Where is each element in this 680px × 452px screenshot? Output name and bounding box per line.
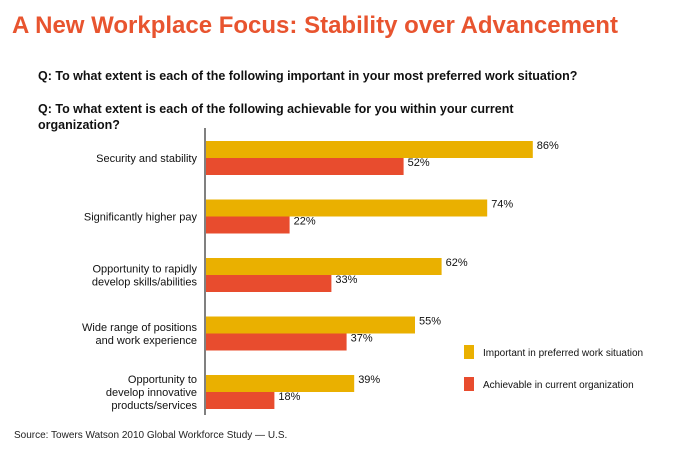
data-label-important-2: 74% xyxy=(491,199,513,211)
data-label-important-3: 62% xyxy=(446,257,468,269)
source-note: Source: Towers Watson 2010 Global Workfo… xyxy=(14,430,288,441)
data-label-important-1: 86% xyxy=(537,140,559,152)
data-label-important-4: 55% xyxy=(419,316,441,328)
data-label-achievable-1: 52% xyxy=(408,157,430,169)
bar-achievable-3 xyxy=(206,275,332,292)
category-label-5: products/services xyxy=(111,400,197,412)
category-label-1: Security and stability xyxy=(96,153,197,165)
legend-label-achievable: Achievable in current organization xyxy=(483,380,634,391)
bar-achievable-1 xyxy=(206,158,404,175)
bar-achievable-2 xyxy=(206,216,290,234)
question-achievable: Q: To what extent is each of the followi… xyxy=(38,102,514,132)
data-label-achievable-3: 33% xyxy=(335,274,357,286)
category-label-3: develop skills/abilities xyxy=(92,277,198,289)
bar-important-2 xyxy=(206,199,488,217)
legend-label-important: Important in preferred work situation xyxy=(483,348,643,359)
bar-important-4 xyxy=(206,316,415,334)
bar-important-3 xyxy=(206,258,442,275)
data-label-achievable-2: 22% xyxy=(294,216,316,228)
bar-achievable-5 xyxy=(206,392,275,409)
data-label-important-5: 39% xyxy=(358,374,380,386)
category-label-5: develop innovative xyxy=(106,387,197,399)
legend-swatch-achievable xyxy=(464,377,474,391)
bar-important-5 xyxy=(206,375,355,392)
chart-title: A New Workplace Focus: Stability over Ad… xyxy=(12,12,618,39)
legend-swatch-important xyxy=(464,345,474,359)
bar-achievable-4 xyxy=(206,333,347,351)
category-label-5: Opportunity to xyxy=(128,374,197,386)
category-label-3: Opportunity to rapidly xyxy=(92,264,197,276)
data-label-achievable-4: 37% xyxy=(351,333,373,345)
category-label-4: and work experience xyxy=(95,335,197,347)
question-important: Q: To what extent is each of the followi… xyxy=(38,69,578,83)
bar-important-1 xyxy=(206,141,533,158)
category-label-4: Wide range of positions xyxy=(82,322,197,334)
category-label-2: Significantly higher pay xyxy=(84,212,198,224)
data-label-achievable-5: 18% xyxy=(278,391,300,403)
